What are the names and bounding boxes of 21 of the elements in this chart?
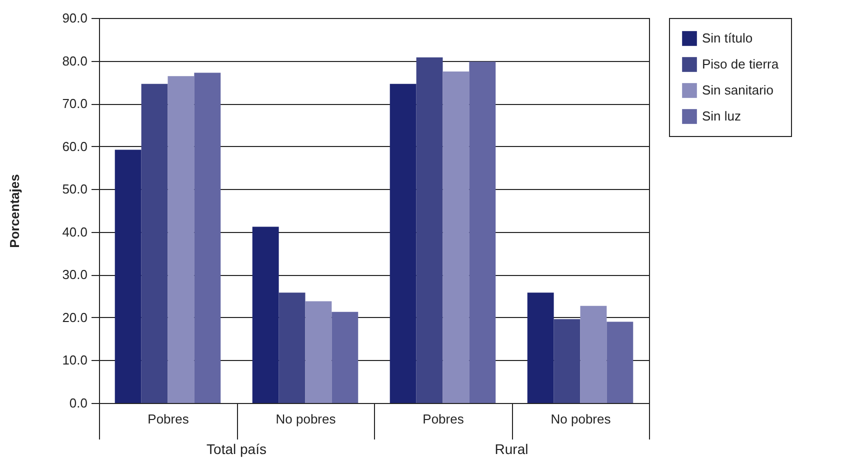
legend-label: Sin luz — [702, 108, 742, 124]
legend-label: Sin sanitario — [702, 82, 774, 98]
legend-label: Sin título — [702, 30, 753, 46]
x-tick-label: No pobres — [276, 412, 336, 426]
y-tick-label: 70.0 — [62, 96, 88, 112]
y-tick-label: 20.0 — [62, 310, 88, 325]
y-tick-label: 60.0 — [62, 138, 88, 154]
y-tick-label: 90.0 — [62, 10, 88, 26]
y-tick-label: 30.0 — [62, 267, 88, 282]
text: Rural — [494, 441, 528, 457]
y-axis-title: Porcentajes — [7, 174, 22, 248]
text: Total país — [206, 441, 266, 457]
legend-label: Piso de tierra — [702, 56, 780, 72]
y-tick-label: 80.0 — [62, 53, 88, 68]
y-tick-label: 0.0 — [69, 396, 88, 410]
y-tick-label: 50.0 — [62, 182, 88, 197]
x-tick-label: No pobres — [550, 412, 612, 426]
x-tick-label: Pobres — [422, 412, 464, 426]
y-tick-label: 40.0 — [62, 224, 88, 240]
y-tick-label: 10.0 — [62, 352, 88, 368]
x-tick-label: Pobres — [148, 412, 190, 426]
